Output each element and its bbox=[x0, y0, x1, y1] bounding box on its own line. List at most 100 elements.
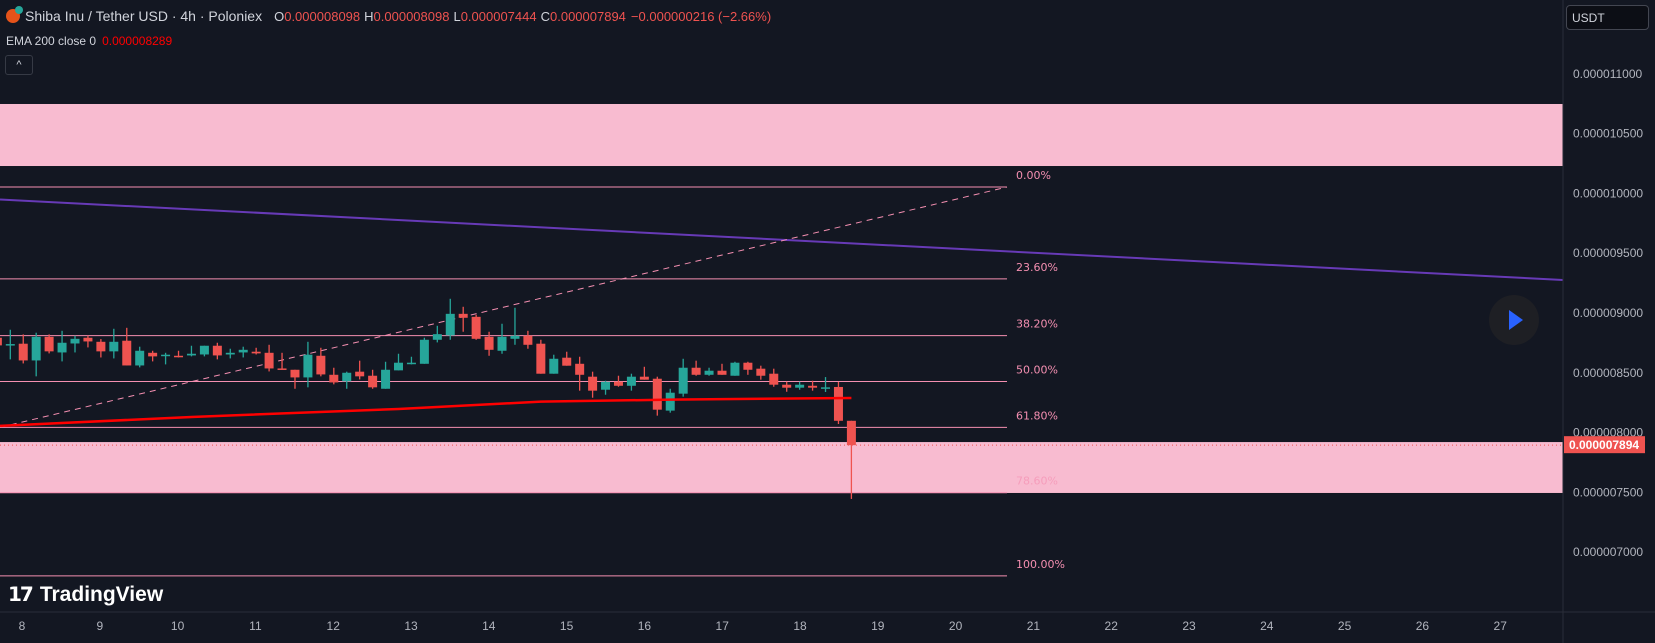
candle-body bbox=[846, 420, 856, 446]
candle-body bbox=[613, 381, 623, 386]
ohlc-high: H0.000008098 bbox=[364, 8, 450, 24]
time-tick-label: 24 bbox=[1260, 619, 1274, 633]
candle-body bbox=[212, 345, 222, 356]
fib-level-label: 0.00% bbox=[1016, 169, 1051, 182]
candle-body bbox=[225, 352, 235, 355]
price-tick-label: 0.000009000 bbox=[1573, 306, 1643, 320]
price-change: −0.000000216 (−2.66%) bbox=[630, 8, 772, 24]
candle-body bbox=[0, 337, 2, 346]
ema-indicator-legend[interactable]: EMA 200 close 0 0.000008289 bbox=[6, 34, 172, 48]
candle-body bbox=[277, 368, 287, 370]
candle-body bbox=[743, 362, 753, 370]
fib-level-label: 38.20% bbox=[1016, 318, 1058, 331]
time-tick-label: 19 bbox=[871, 619, 885, 633]
ema-label: EMA 200 close 0 bbox=[6, 34, 97, 48]
price-tick-label: 0.000009500 bbox=[1573, 246, 1643, 260]
candle-body bbox=[808, 385, 818, 388]
time-tick-label: 26 bbox=[1416, 619, 1430, 633]
ema-value: 0.000008289 bbox=[102, 34, 173, 48]
candle-body bbox=[639, 376, 649, 380]
time-tick-label: 22 bbox=[1105, 619, 1119, 633]
candle-body bbox=[122, 340, 132, 366]
candle-body bbox=[342, 372, 352, 382]
fib-level-label: 78.60% bbox=[1016, 475, 1058, 488]
candle-body bbox=[536, 343, 546, 374]
ohlc-close: C0.000007894 bbox=[540, 8, 626, 24]
candle-body bbox=[18, 343, 28, 361]
price-tick-label: 0.000010000 bbox=[1573, 186, 1643, 200]
candle-body bbox=[652, 378, 662, 410]
time-tick-label: 9 bbox=[96, 619, 103, 633]
candle-body bbox=[730, 362, 740, 376]
candle-body bbox=[601, 381, 611, 390]
shiba-inu-symbol-icon bbox=[6, 6, 23, 23]
currency-selector[interactable]: USDT bbox=[1566, 5, 1649, 30]
candle-body bbox=[678, 367, 688, 394]
price-tick-label: 0.000011000 bbox=[1573, 67, 1643, 81]
candle-body bbox=[497, 336, 507, 351]
candle-body bbox=[406, 362, 416, 365]
candle-body bbox=[756, 368, 766, 376]
candle-body bbox=[174, 355, 184, 358]
candle-body bbox=[96, 341, 106, 352]
symbol-title[interactable]: Shiba Inu / Tether USD · 4h · Poloniex bbox=[25, 8, 263, 24]
candle-body bbox=[355, 371, 365, 377]
symbol-legend: Shiba Inu / Tether USD · 4h · Poloniex O… bbox=[6, 6, 772, 24]
fib-level-label: 23.60% bbox=[1016, 261, 1058, 274]
time-tick-label: 20 bbox=[949, 619, 963, 633]
price-zone bbox=[0, 442, 1563, 493]
collapse-legend-button[interactable]: ^ bbox=[5, 55, 33, 75]
candle-body bbox=[135, 350, 145, 366]
time-tick-label: 21 bbox=[1027, 619, 1041, 633]
time-tick-label: 25 bbox=[1338, 619, 1352, 633]
candle-body bbox=[510, 335, 520, 339]
candle-body bbox=[57, 342, 67, 353]
fib-level-label: 100.00% bbox=[1016, 558, 1065, 571]
logo-text: TradingView bbox=[39, 582, 164, 606]
price-tick-label: 0.000007000 bbox=[1573, 545, 1643, 559]
candle-body bbox=[109, 341, 119, 352]
time-tick-label: 23 bbox=[1182, 619, 1196, 633]
time-tick-label: 14 bbox=[482, 619, 496, 633]
candle-body bbox=[432, 334, 442, 340]
candle-body bbox=[238, 349, 248, 353]
price-tick-label: 0.000010500 bbox=[1573, 127, 1643, 141]
ema-200-line bbox=[0, 396, 852, 428]
candle-body bbox=[44, 336, 54, 352]
candle-body bbox=[83, 337, 93, 342]
fib-level-label: 61.80% bbox=[1016, 409, 1058, 422]
trendline bbox=[0, 198, 1564, 282]
candle-body bbox=[458, 313, 468, 318]
candle-body bbox=[5, 344, 15, 346]
candle-body bbox=[626, 376, 636, 386]
candle-body bbox=[717, 370, 727, 375]
candle-body bbox=[588, 376, 598, 391]
time-tick-label: 18 bbox=[793, 619, 807, 633]
candle-body bbox=[795, 384, 805, 388]
candle-body bbox=[665, 392, 675, 411]
price-tick-label: 0.000007500 bbox=[1573, 485, 1643, 499]
play-icon[interactable] bbox=[1489, 295, 1539, 345]
ohlc-low: L0.000007444 bbox=[453, 8, 537, 24]
candle-body bbox=[316, 355, 326, 375]
time-tick-label: 11 bbox=[249, 619, 262, 633]
candle-body bbox=[264, 352, 274, 369]
tradingview-logo[interactable]: 𝟭𝟳 TradingView bbox=[8, 582, 163, 607]
price-zone bbox=[0, 103, 1563, 167]
candle-body bbox=[186, 353, 196, 356]
time-tick-label: 13 bbox=[404, 619, 418, 633]
time-tick-label: 12 bbox=[327, 619, 341, 633]
candle-body bbox=[303, 354, 313, 378]
candle-body bbox=[445, 313, 455, 336]
candle-body bbox=[821, 387, 831, 389]
candle-body bbox=[329, 374, 339, 383]
time-tick-label: 16 bbox=[638, 619, 652, 633]
candle-body bbox=[31, 336, 41, 361]
candle-body bbox=[70, 338, 80, 344]
price-tick-label: 0.000008500 bbox=[1573, 366, 1643, 380]
candle-body bbox=[782, 384, 792, 388]
candle-body bbox=[704, 370, 714, 375]
candle-body bbox=[419, 339, 429, 364]
time-tick-label: 8 bbox=[19, 619, 26, 633]
